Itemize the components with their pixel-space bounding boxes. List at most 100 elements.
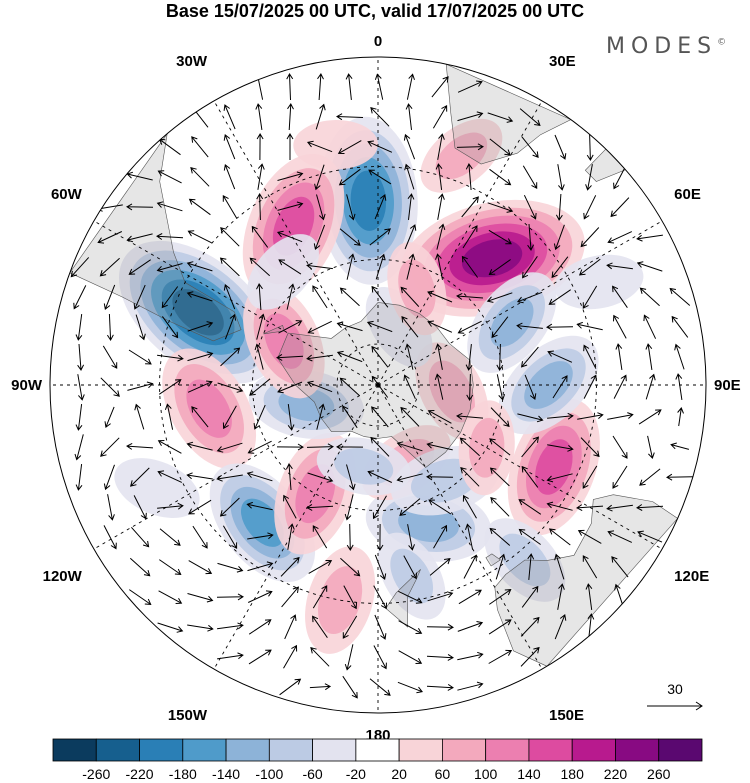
wind-arrow [246, 471, 273, 482]
wind-arrow [346, 194, 356, 221]
wind-arrow [247, 440, 272, 454]
wind-arrow [647, 435, 655, 460]
wind-arrow [186, 291, 213, 302]
wind-arrow [612, 435, 628, 459]
wind-arrow [75, 404, 83, 431]
wind-arrow [128, 259, 151, 275]
wind-arrow [73, 285, 87, 310]
wind-arrow [129, 557, 151, 577]
wind-arrow [339, 287, 360, 307]
wind-arrow [188, 560, 213, 575]
wind-arrow [373, 585, 387, 610]
wind-arrow [371, 285, 389, 308]
wind-arrow [161, 286, 179, 309]
colorbar-segment [571, 738, 616, 762]
wind-arrow [249, 257, 271, 277]
wind-arrow [276, 230, 303, 243]
wind-arrow [554, 134, 567, 160]
wind-arrow [374, 73, 384, 100]
wind-arrow [287, 103, 294, 131]
wind-arrow [547, 444, 574, 452]
wind-arrow [666, 473, 694, 481]
wind-arrow [371, 375, 389, 398]
wind-arrow [157, 440, 182, 454]
wind-arrow [577, 412, 604, 420]
brand-text: MODES [606, 34, 718, 59]
colorbar: -260 -220 -180 -140 -100 -60 -20 20 60 100 140 180 2… [52, 738, 703, 782]
colorbar-segment [441, 738, 487, 762]
wind-arrow [520, 346, 539, 368]
wind-arrow [336, 113, 364, 121]
wind-arrow [187, 230, 212, 244]
wind-arrow [435, 253, 443, 280]
wind-arrow [367, 470, 393, 483]
wind-arrow [426, 473, 454, 481]
wind-arrow [406, 73, 415, 100]
meridian-line [377, 384, 543, 670]
anomaly-contour [535, 439, 573, 495]
wind-arrow [128, 349, 152, 365]
wind-arrow [276, 353, 304, 361]
wind-arrow [435, 163, 443, 190]
wind-arrow [607, 530, 633, 543]
wind-arrow [188, 499, 212, 515]
wind-arrow [287, 523, 295, 550]
wind-arrow [277, 381, 303, 394]
wind-arrow [489, 138, 511, 156]
wind-arrow [643, 314, 657, 339]
wind-arrow [97, 231, 123, 244]
wind-arrow [133, 495, 147, 520]
wind-arrow [134, 403, 145, 430]
wind-arrow [518, 499, 542, 515]
wind-arrow [276, 443, 304, 451]
wind-arrow [583, 344, 597, 369]
wind-arrow [675, 373, 683, 400]
colorbar-tick-label: -100 [255, 766, 283, 782]
wind-arrow [339, 377, 360, 397]
wind-arrow [403, 133, 416, 160]
wind-arrow [527, 223, 535, 251]
wind-arrow [638, 409, 662, 425]
wind-arrow [645, 343, 653, 370]
reference-vector-label: 30 [667, 681, 683, 697]
wind-arrow [217, 652, 244, 660]
wind-arrow [135, 314, 146, 341]
wind-arrow [216, 474, 243, 482]
wind-arrow [520, 646, 540, 667]
wind-arrow [374, 614, 387, 640]
wind-arrow [465, 523, 474, 550]
wind-arrow [278, 320, 303, 334]
brand-logo: MODES© [606, 34, 726, 59]
wind-arrow [217, 562, 244, 573]
wind-arrow [287, 404, 295, 431]
wind-arrow [489, 438, 511, 456]
colorbar-segment [182, 738, 227, 762]
wind-arrow [399, 498, 421, 517]
wind-arrow [306, 262, 333, 270]
anomaly-contour [317, 566, 363, 635]
wind-arrow [496, 343, 504, 371]
wind-arrow [217, 382, 244, 393]
wind-arrow [583, 374, 597, 399]
colorbar-segment [268, 738, 314, 762]
wind-arrow [576, 321, 603, 331]
wind-arrow [546, 323, 574, 331]
wind-arrow [375, 253, 386, 280]
wind-arrow [457, 681, 484, 691]
colorbar-tick-label: 20 [391, 766, 407, 782]
wind-arrow [312, 525, 328, 549]
wind-arrow [156, 233, 184, 240]
wind-arrow [397, 681, 424, 694]
meridian-line [377, 100, 543, 386]
wind-arrow [519, 108, 541, 127]
wind-arrow [554, 613, 567, 640]
wind-arrow [489, 589, 512, 605]
reference-vector: 30 [647, 681, 703, 711]
wind-arrow [613, 374, 627, 399]
colorbar-segment [312, 738, 357, 762]
wind-arrow [346, 523, 354, 551]
wind-arrow [312, 285, 328, 309]
wind-arrow [224, 313, 237, 340]
wind-arrow [314, 164, 325, 191]
wind-arrow [336, 350, 363, 363]
